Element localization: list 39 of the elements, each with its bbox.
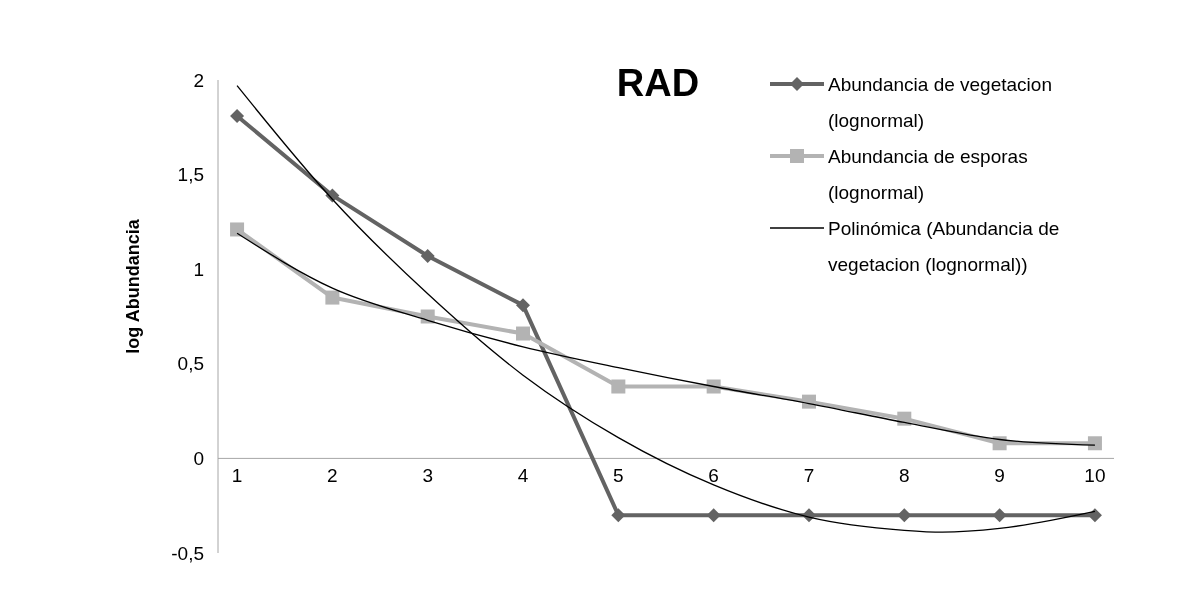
x-tick-label: 6: [708, 465, 719, 487]
point: [706, 508, 721, 523]
legend-label: Abundancia de vegetacion (lognormal): [828, 73, 1052, 131]
y-tick-label: 1: [193, 258, 204, 280]
x-tick-label: 2: [327, 465, 338, 487]
legend-label: Abundancia de esporas (lognormal): [828, 145, 1028, 203]
x-tick-label: 10: [1084, 465, 1106, 487]
point: [611, 379, 626, 394]
point: [992, 436, 1007, 451]
point: [420, 309, 435, 324]
x-tick-label: 3: [422, 465, 433, 487]
point: [230, 108, 245, 123]
legend-label: Polinómica (Abundancia de vegetacion (lognormal)): [828, 217, 1060, 275]
point: [992, 508, 1007, 523]
point: [706, 379, 721, 394]
point: [611, 508, 626, 523]
y-axis-title: log Abundancia: [123, 218, 143, 354]
point: [897, 411, 912, 426]
point: [1087, 436, 1102, 451]
point: [1087, 508, 1102, 523]
point: [516, 326, 531, 341]
x-tick-label: 1: [231, 465, 243, 487]
y-tick-label: 0: [193, 448, 204, 470]
x-tick-label: 7: [803, 465, 815, 487]
y-tick-label: 2: [193, 69, 204, 91]
point: [420, 248, 435, 263]
point: [325, 290, 340, 305]
x-tick-label: 9: [994, 465, 1005, 487]
y-tick-label: 0,5: [177, 353, 204, 375]
point: [516, 298, 531, 313]
x-tick-label: 5: [613, 465, 624, 487]
point: [230, 222, 245, 237]
point: [897, 508, 912, 523]
x-tick-label: 4: [517, 465, 529, 487]
y-tick-label: 1,5: [177, 164, 204, 186]
chart-title: RAD: [616, 62, 700, 104]
y-tick-label: -0,5: [171, 542, 204, 564]
x-tick-label: 8: [899, 465, 910, 487]
point: [801, 394, 816, 409]
